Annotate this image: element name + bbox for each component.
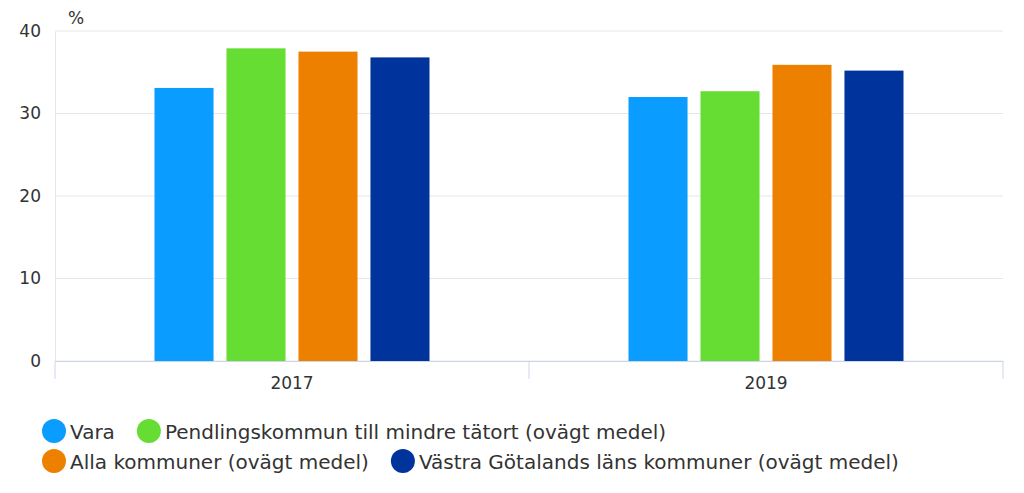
grid-line: [55, 31, 1003, 32]
legend-item: Västra Götalands läns kommuner (ovägt me…: [391, 449, 899, 474]
y-axis-line: [55, 32, 56, 362]
y-tick-label: 40: [19, 21, 41, 41]
bar: [226, 48, 285, 361]
x-tick-label: 2019: [744, 373, 787, 393]
series: [226, 48, 759, 361]
legend-marker: [391, 449, 415, 473]
y-tick: 0: [30, 351, 55, 371]
x-tick: 2019: [744, 361, 787, 393]
legend-label: Västra Götalands läns kommuner (ovägt me…: [419, 450, 899, 474]
series: [298, 52, 831, 361]
y-axis: 0 10 20 30 40: [19, 21, 55, 371]
legend-marker: [137, 419, 161, 443]
y-tick: 20: [19, 186, 55, 206]
grid: [55, 31, 1003, 361]
bar: [629, 97, 688, 361]
x-separator: [55, 361, 56, 379]
bars: [155, 48, 904, 361]
y-tick-label: 0: [30, 351, 41, 371]
legend-item: Pendlingskommun till mindre tätort (oväg…: [137, 419, 666, 444]
legend-marker: [42, 449, 66, 473]
legend-label: Vara: [70, 420, 115, 444]
legend-item: Vara: [42, 419, 115, 444]
x-tick: 2017: [270, 361, 313, 393]
legend-item: Alla kommuner (ovägt medel): [42, 449, 369, 474]
bar: [844, 71, 903, 361]
x-axis: 2017 2019: [55, 361, 1004, 393]
y-tick-label: 10: [19, 268, 41, 288]
legend-label: Alla kommuner (ovägt medel): [70, 450, 369, 474]
bar: [700, 91, 759, 361]
legend-label: Pendlingskommun till mindre tätort (oväg…: [165, 420, 666, 444]
y-tick-label: 30: [19, 103, 41, 123]
chart: 0 10 20 30 40 2017 2019% Vara Pendlingskommun ti…: [0, 0, 1024, 493]
y-tick: 40: [19, 21, 55, 41]
bar: [772, 65, 831, 361]
series: [370, 57, 903, 361]
plot: 0 10 20 30 40 2017 2019: [19, 21, 1003, 393]
x-separator: [1003, 361, 1004, 379]
x-separators: [55, 361, 1003, 379]
y-axis-title: %: [68, 8, 84, 28]
x-separator: [529, 361, 530, 379]
y-tick-label: 20: [19, 186, 41, 206]
legend-marker: [42, 419, 66, 443]
y-tick: 30: [19, 103, 55, 123]
y-tick: 10: [19, 268, 55, 288]
bar: [155, 88, 214, 361]
legend: Vara Pendlingskommun till mindre tätort (…: [42, 419, 899, 474]
x-tick-label: 2017: [270, 373, 313, 393]
bar: [370, 57, 429, 361]
bar: [298, 52, 357, 361]
